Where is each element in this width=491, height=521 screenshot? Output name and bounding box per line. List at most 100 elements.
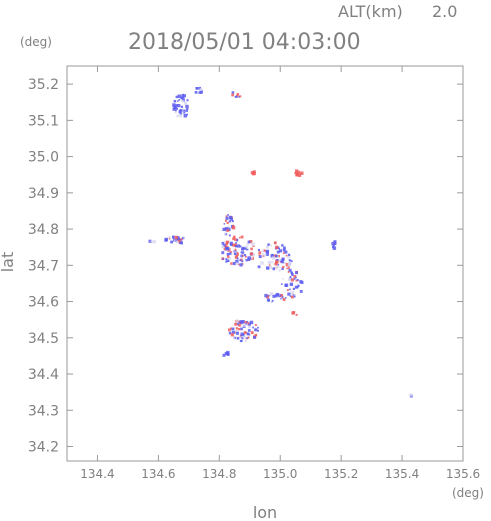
data-point: [177, 94, 182, 98]
data-point: [235, 242, 237, 244]
data-point: [290, 291, 295, 295]
y-axis-label: lat: [0, 252, 17, 273]
data-point: [181, 95, 185, 99]
data-point: [228, 331, 232, 335]
data-point: [294, 171, 297, 174]
data-point: [235, 329, 238, 333]
data-point: [275, 254, 278, 258]
data-point: [264, 293, 268, 298]
data-point: [221, 241, 225, 245]
data-point: [288, 259, 291, 262]
data-point: [295, 271, 298, 275]
data-point: [243, 331, 247, 335]
data-point: [266, 253, 269, 256]
data-point: [235, 320, 239, 324]
data-point: [263, 253, 267, 257]
data-point: [251, 242, 255, 246]
data-point: [272, 294, 276, 298]
data-point: [250, 252, 254, 256]
data-point: [249, 240, 253, 244]
x-tick-label: 134.6: [141, 467, 175, 481]
data-point: [222, 227, 226, 231]
data-point: [278, 295, 280, 298]
data-point: [227, 353, 229, 356]
x-axis-label: lon: [253, 503, 277, 521]
x-tick-label: 134.4: [80, 467, 114, 481]
data-point: [267, 300, 270, 302]
data-point: [247, 322, 250, 325]
data-point: [275, 245, 279, 249]
data-point: [229, 241, 233, 245]
data-point: [221, 251, 225, 255]
data-point: [290, 260, 293, 263]
data-point: [247, 336, 250, 339]
data-point: [266, 266, 270, 270]
data-point: [281, 283, 283, 285]
data-point: [246, 321, 249, 323]
data-point: [173, 239, 176, 241]
data-point: [225, 216, 229, 220]
data-point: [250, 331, 254, 335]
data-point: [228, 328, 231, 332]
data-point: [274, 262, 278, 266]
data-point: [234, 331, 237, 334]
data-point: [176, 114, 180, 118]
data-point: [238, 263, 240, 266]
data-point: [148, 239, 152, 243]
data-point: [235, 251, 239, 255]
data-point: [300, 280, 304, 284]
data-point: [295, 169, 299, 173]
data-point: [295, 313, 298, 316]
data-point: [288, 268, 292, 272]
data-point: [243, 254, 247, 257]
data-point: [225, 260, 228, 263]
data-point: [244, 339, 247, 342]
x-tick-label: 135.0: [263, 467, 297, 481]
x-ticks: 134.4 134.6 134.8 135.0 135.2 135.4 135.6: [80, 66, 480, 481]
data-point: [174, 111, 177, 114]
data-point: [233, 235, 236, 239]
data-point: [230, 251, 233, 253]
data-point: [235, 327, 238, 330]
y-ticks: 34.2 34.3 34.4 34.5 34.6 34.7 34.8 34.9 35.0 35.1…: [28, 77, 463, 456]
data-point: [332, 246, 337, 250]
data-point: [231, 93, 235, 97]
data-point: [242, 335, 246, 339]
data-point: [246, 332, 250, 336]
data-point: [245, 255, 247, 258]
data-point: [226, 255, 230, 258]
data-point: [240, 258, 243, 261]
data-point: [236, 336, 240, 340]
data-point: [174, 235, 178, 240]
data-point: [231, 226, 236, 230]
data-point: [228, 220, 231, 223]
data-point: [263, 249, 266, 252]
data-point: [292, 287, 295, 290]
data-point: [175, 104, 178, 107]
data-point: [295, 279, 298, 282]
data-point: [291, 295, 294, 299]
data-point: [291, 273, 294, 276]
y-tick-label: 34.8: [28, 222, 59, 238]
data-point: [241, 260, 244, 263]
data-point: [334, 241, 337, 243]
data-point: [233, 337, 235, 340]
data-point: [181, 100, 184, 103]
data-point: [277, 255, 280, 258]
data-point: [236, 238, 239, 241]
data-point: [239, 263, 243, 267]
data-point: [240, 235, 244, 239]
data-point: [228, 234, 231, 237]
data-point: [230, 262, 233, 265]
data-point: [179, 109, 183, 113]
data-point: [285, 254, 288, 257]
x-tick-label: 135.4: [385, 467, 419, 481]
data-point: [235, 95, 238, 98]
data-point: [254, 324, 257, 326]
data-point: [282, 246, 286, 250]
data-point: [230, 333, 234, 337]
y-tick-label: 34.7: [28, 258, 59, 274]
data-point: [272, 267, 275, 271]
data-point: [240, 320, 244, 324]
data-point: [257, 326, 259, 329]
